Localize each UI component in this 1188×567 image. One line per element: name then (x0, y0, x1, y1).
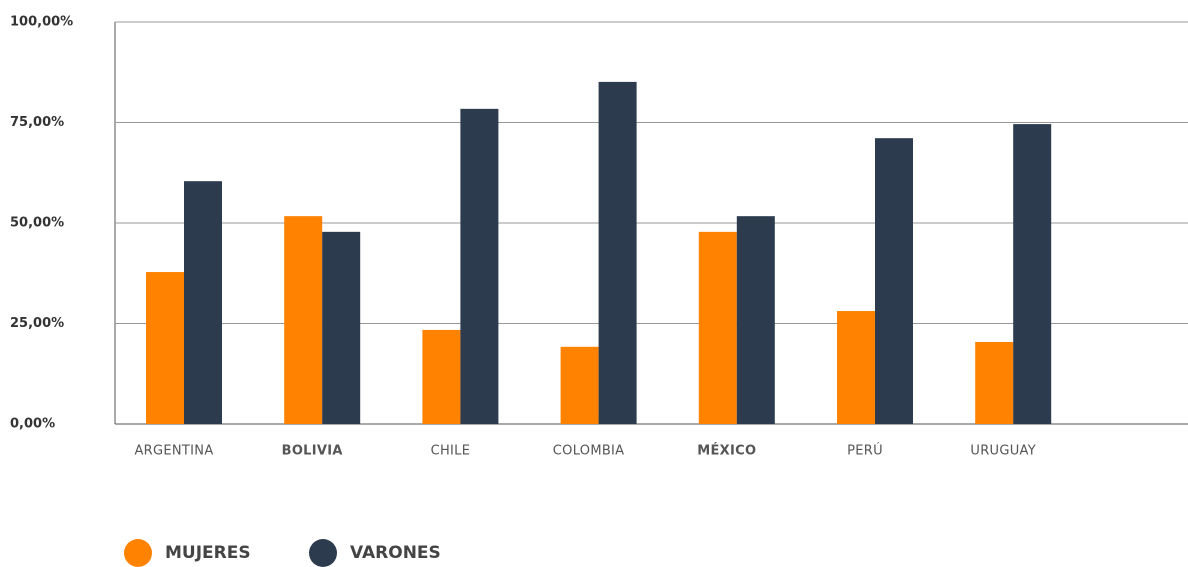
bar (837, 311, 875, 424)
x-tick-label: BOLIVIA (282, 444, 343, 459)
bar (560, 346, 599, 424)
legend-swatch (309, 539, 337, 567)
x-tick-label: CHILE (431, 444, 471, 459)
x-tick-label: COLOMBIA (553, 444, 625, 459)
y-tick-label: 75,00% (10, 115, 64, 130)
bar (322, 231, 361, 424)
bar (598, 81, 637, 424)
x-tick-label: ARGENTINA (134, 444, 213, 459)
bar (975, 341, 1014, 424)
y-tick-label: 25,00% (10, 316, 64, 331)
y-tick-label: 50,00% (10, 216, 64, 231)
legend-label: MUJERES (165, 543, 251, 563)
legend-swatch (124, 539, 152, 567)
bar (1013, 124, 1052, 424)
bar (460, 108, 499, 424)
x-tick-label: PERÚ (847, 443, 883, 459)
bar (146, 272, 184, 424)
y-tick-label: 100,00% (10, 15, 73, 30)
bar (284, 216, 323, 424)
bar (184, 181, 222, 424)
x-tick-label: MÉXICO (697, 443, 756, 459)
bar (422, 329, 461, 424)
x-tick-label: URUGUAY (970, 444, 1036, 459)
bar (736, 216, 775, 424)
bar (698, 231, 737, 424)
legend-label: VARONES (350, 543, 441, 563)
y-tick-label: 0,00% (10, 417, 55, 432)
bar (875, 138, 913, 425)
